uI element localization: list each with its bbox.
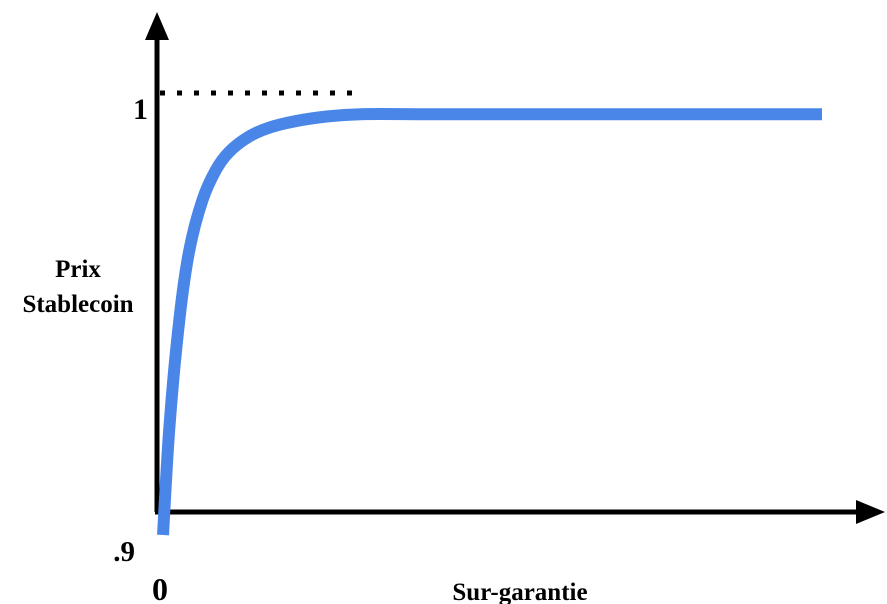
y-axis-label-line1: Prix [55, 256, 101, 283]
y-axis-arrowhead [145, 12, 169, 40]
axes [145, 12, 885, 524]
x-axis-arrowhead [856, 500, 885, 524]
x-axis-label: Sur-garantie [452, 579, 587, 604]
series-line [157, 108, 822, 536]
y-tick-label-09: .9 [113, 536, 135, 568]
y-tick-label-1: 1 [133, 93, 148, 126]
x-tick-label-0: 0 [152, 571, 168, 604]
labels: 1 .9 0 Prix Stablecoin Sur-garantie [22, 93, 587, 604]
y-axis-label-line2: Stablecoin [22, 291, 133, 318]
